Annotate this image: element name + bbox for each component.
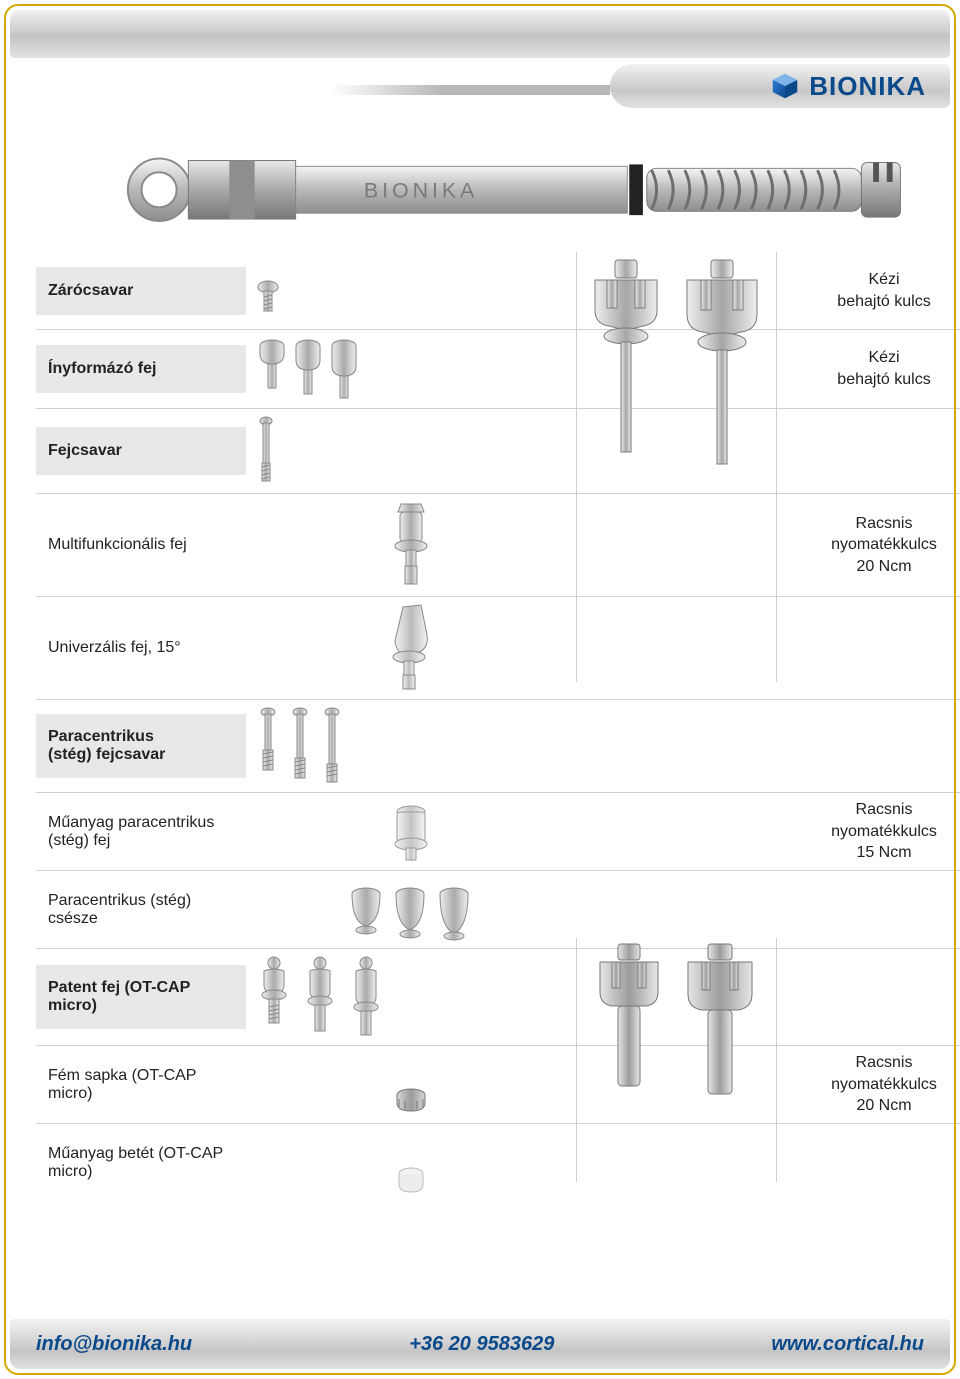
row-label: Univerzális fej, 15° — [36, 624, 246, 672]
otcap-abutments-icon — [254, 955, 394, 1039]
table-row: Műanyag paracentrikus (stég) fej Racsnis… — [36, 793, 960, 871]
otcap-metal-cap-icon — [391, 1087, 431, 1117]
driver-socket-icon — [594, 942, 664, 1092]
svg-text:BIONIKA: BIONIKA — [364, 179, 478, 203]
table-row: Ínyformázó fej Kézi behajtó kulcs — [36, 330, 960, 409]
cover-screw-icon — [254, 279, 282, 323]
table-row: Multifunkcionális fej Racsnis nyomatékku… — [36, 494, 960, 597]
row-right: Racsnis nyomatékkulcs 20 Ncm — [776, 1052, 960, 1117]
driver-key-icon — [679, 258, 765, 468]
table-row: Zárócsavar Kézi behajtó kulcs — [36, 252, 960, 330]
brand-tail-strip — [330, 85, 610, 95]
col3-cell — [576, 799, 776, 864]
healing-abutment-icon — [254, 336, 364, 402]
row-label: Paracentrikus (stég) fejcsavar — [36, 714, 246, 778]
driver-sockets-overlay — [576, 942, 776, 1112]
row-label: Műanyag betét (OT-CAP micro) — [36, 1131, 246, 1195]
right-text: Racsnis nyomatékkulcs 20 Ncm — [831, 515, 937, 575]
row-image-cell — [246, 955, 576, 1039]
table-row: Paracentrikus (stég) fejcsavar — [36, 700, 960, 793]
table-row: Paracentrikus (stég) csésze — [36, 871, 960, 949]
head-screw-icon — [254, 415, 278, 487]
row-label: Ínyformázó fej — [36, 345, 246, 393]
col3-cell — [576, 1130, 776, 1196]
top-metal-bar — [10, 10, 950, 58]
table-row: Fém sapka (OT-CAP micro) Racsnis nyomaté… — [36, 1046, 960, 1124]
row-label: Paracentrikus (stég) csésze — [36, 878, 246, 942]
multi-abutment-icon — [386, 500, 436, 590]
row-label: Zárócsavar — [36, 267, 246, 315]
plastic-bar-sleeve-icon — [389, 804, 433, 864]
otcap-plastic-insert-icon — [394, 1166, 428, 1196]
row-right: Kézi behajtó kulcs — [776, 269, 960, 312]
driver-key-icon — [587, 258, 665, 458]
row-image-cell — [246, 500, 576, 590]
col3-cell — [576, 706, 776, 786]
table-row: Fejcsavar — [36, 409, 960, 494]
row-image-cell — [246, 603, 576, 693]
row-right: Racsnis nyomatékkulcs 20 Ncm — [776, 513, 960, 578]
driver-socket-icon — [682, 942, 758, 1098]
footer-phone: +36 20 9583629 — [409, 1333, 554, 1356]
row-image-cell — [246, 336, 576, 402]
col-sep-right-2 — [776, 938, 777, 1182]
row-label: Multifunkcionális fej — [36, 521, 246, 569]
brand-cube-icon — [771, 72, 799, 100]
col-sep-right — [776, 252, 777, 682]
row-label: Patent fej (OT-CAP micro) — [36, 965, 246, 1029]
row-right: Kézi behajtó kulcs — [776, 347, 960, 390]
row-image-cell — [246, 706, 576, 786]
brand-name: BIONIKA — [809, 71, 926, 102]
col3-cell — [576, 877, 776, 942]
footer-url: www.cortical.hu — [771, 1333, 924, 1356]
angled-abutment-icon — [383, 603, 439, 693]
hero-tool-image: BIONIKA — [120, 140, 920, 240]
row-label: Fejcsavar — [36, 427, 246, 475]
footer-bar: info@bionika.hu +36 20 9583629 www.corti… — [10, 1319, 950, 1369]
table-row: Műanyag betét (OT-CAP micro) — [36, 1124, 960, 1202]
row-image-cell — [246, 258, 576, 323]
brand-bar: BIONIKA — [610, 64, 950, 108]
table-row: Univerzális fej, 15° — [36, 597, 960, 700]
row-right: Racsnis nyomatékkulcs 15 Ncm — [776, 799, 960, 864]
row-image-cell — [246, 1130, 576, 1196]
driver-keys-overlay — [576, 252, 776, 672]
right-text: Kézi behajtó kulcs — [837, 349, 930, 388]
row-image-cell — [246, 799, 576, 864]
right-text: Racsnis nyomatékkulcs 15 Ncm — [831, 801, 937, 861]
row-image-cell — [246, 415, 576, 487]
row-label: Fém sapka (OT-CAP micro) — [36, 1053, 246, 1117]
row-image-cell — [246, 1052, 576, 1117]
row-label: Műanyag paracentrikus (stég) fej — [36, 800, 246, 864]
bar-cups-icon — [346, 886, 476, 942]
right-text: Kézi behajtó kulcs — [837, 271, 930, 310]
row-image-cell — [246, 877, 576, 942]
right-text: Racsnis nyomatékkulcs 20 Ncm — [831, 1054, 937, 1114]
bar-screws-icon — [254, 706, 354, 786]
footer-email: info@bionika.hu — [36, 1333, 192, 1356]
table-row: Patent fej (OT-CAP micro) — [36, 949, 960, 1046]
content-table: Zárócsavar Kézi behajtó kulcs Ínyformázó… — [36, 252, 960, 1202]
